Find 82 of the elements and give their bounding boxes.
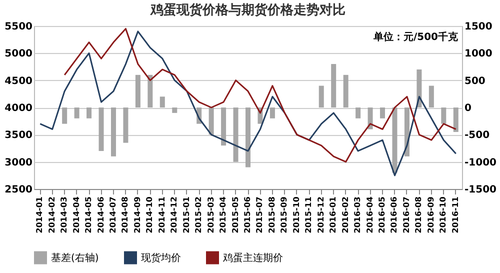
legend-label: 现货均价 xyxy=(141,252,181,264)
x-tick-label: 2014-09 xyxy=(132,196,142,234)
y2-tick-label: -1500 xyxy=(464,184,497,196)
y2-tick-label: 0 xyxy=(464,103,472,114)
bar xyxy=(380,108,386,118)
x-tick-label: 2014-12 xyxy=(170,196,179,234)
bar xyxy=(453,108,458,132)
y2-tick-label: 500 xyxy=(464,76,486,87)
bar xyxy=(441,108,446,124)
x-tick-label: 2016-05 xyxy=(378,196,387,234)
x-tick-label: 2016-11 xyxy=(450,196,460,234)
bar xyxy=(221,108,226,146)
x-tick-label: 2015-09 xyxy=(280,196,289,234)
x-tick-label: 2016-06 xyxy=(390,196,399,234)
bar xyxy=(392,108,398,173)
x-tick-label: 2014-10 xyxy=(145,196,154,234)
y-tick-label: 4000 xyxy=(4,103,33,114)
x-tick-label: 2015-01 xyxy=(182,196,191,234)
annotation: 单位：元/500千克 xyxy=(372,31,459,43)
x-tick-label: 2014-11 xyxy=(157,196,166,234)
bar xyxy=(404,108,410,156)
y2-tick-label: -500 xyxy=(464,130,490,142)
x-tick-label: 2015-05 xyxy=(230,196,240,234)
x-tick-label: 2014-01 xyxy=(35,196,44,234)
x-tick-label: 2014-04 xyxy=(72,196,81,234)
bar xyxy=(172,108,178,113)
x-tick-label: 2016-01 xyxy=(328,196,338,234)
x-tick-label: 2015-12 xyxy=(316,196,326,234)
x-tick-label: 2014-08 xyxy=(120,196,130,234)
x-tick-label: 2015-06 xyxy=(243,196,252,234)
bar xyxy=(331,64,336,108)
line-series xyxy=(39,30,457,176)
bar xyxy=(135,74,140,108)
x-tick-label: 2015-08 xyxy=(267,196,276,234)
legend-label: 鸡蛋主连期价 xyxy=(222,252,283,264)
x-tick-label: 2014-02 xyxy=(47,196,56,234)
x-tick-label: 2014-06 xyxy=(96,196,106,234)
x-tick-label: 2016-03 xyxy=(353,196,362,234)
bar xyxy=(123,108,128,143)
x-tick-label: 2016-04 xyxy=(365,196,374,234)
y-tick-label: 4500 xyxy=(4,76,33,87)
bar xyxy=(246,108,250,168)
bar xyxy=(110,108,116,156)
bar xyxy=(86,108,92,118)
chart-title: 鸡蛋现货价格与期货价格走势对比 xyxy=(150,2,346,18)
bar xyxy=(368,108,373,130)
line-series xyxy=(64,28,457,163)
legend-label: 基差(右轴) xyxy=(51,252,99,264)
x-tick-label: 2015-02 xyxy=(194,196,204,234)
x-tick-label: 2015-10 xyxy=(292,196,301,234)
y-tick-label: 5500 xyxy=(4,22,33,32)
y2-tick-label: 1500 xyxy=(464,22,492,32)
y-tick-label: 2500 xyxy=(4,184,33,196)
bar xyxy=(233,108,238,162)
x-tick-label: 2015-07 xyxy=(255,196,264,234)
bar xyxy=(343,74,348,108)
x-tick-label: 2014-05 xyxy=(84,196,94,234)
x-tick-label: 2014-03 xyxy=(60,196,69,234)
y-tick-label: 3500 xyxy=(4,130,33,142)
x-tick-label: 2016-08 xyxy=(414,196,424,234)
bar xyxy=(148,74,153,108)
x-tick-label: 2016-02 xyxy=(340,196,350,234)
x-tick-label: 2016-09 xyxy=(426,196,436,234)
y2-tick-label: -1000 xyxy=(464,157,497,168)
x-tick-label: 2015-04 xyxy=(218,196,228,234)
bar xyxy=(318,86,324,108)
y-tick-label: 3000 xyxy=(4,157,33,168)
bar xyxy=(74,108,80,118)
x-tick-label: 2016-10 xyxy=(438,196,448,234)
bar xyxy=(270,108,275,118)
bar xyxy=(98,108,104,151)
x-tick-label: 2015-11 xyxy=(304,196,314,234)
bar xyxy=(208,108,214,135)
bar xyxy=(160,96,165,108)
bar xyxy=(356,108,361,118)
x-tick-label: 2016-07 xyxy=(402,196,411,234)
x-tick-label: 2015-03 xyxy=(206,196,216,234)
bar xyxy=(62,108,68,124)
bar xyxy=(428,86,434,108)
x-tick-label: 2014-07 xyxy=(108,196,118,234)
y2-tick-label: 1000 xyxy=(464,48,492,60)
y-tick-label: 5000 xyxy=(4,48,33,60)
